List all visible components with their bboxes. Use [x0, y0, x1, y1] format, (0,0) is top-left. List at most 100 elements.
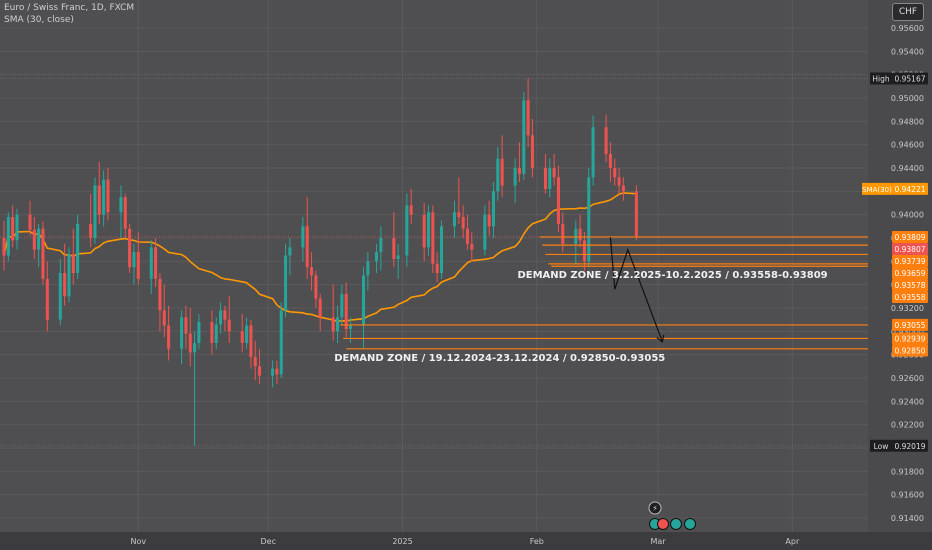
candle-body	[331, 317, 335, 332]
candle-body	[318, 298, 322, 318]
price-tag: 0.93739	[894, 257, 925, 266]
price-tag-bg	[892, 290, 928, 303]
candle-body	[513, 168, 517, 186]
candles-group	[2, 78, 638, 446]
price-tag-bg	[892, 332, 928, 345]
candle-body	[496, 158, 500, 192]
candle-body	[184, 317, 188, 334]
candle-body	[41, 228, 45, 279]
price-tick-label: 0.94000	[891, 211, 924, 220]
demand-zone-label: DEMAND ZONE / 19.12.2024-23.12.2024 / 0.…	[334, 353, 665, 364]
candle-body	[123, 197, 127, 229]
time-axis[interactable]: Nov Dec 2025 Feb Mar Apr	[0, 532, 932, 550]
price-tag: 0.93659	[894, 269, 925, 278]
candle-body	[578, 228, 582, 241]
candle-body	[2, 238, 6, 256]
price-tag-bg	[892, 278, 928, 291]
candle-body	[167, 325, 171, 349]
sma-label: SMA(30)	[862, 186, 892, 194]
event-icon-3[interactable]	[670, 518, 682, 530]
symbol-title[interactable]: Euro / Swiss Franc, 1D, FXCM	[4, 3, 135, 13]
high-label-bg	[870, 72, 892, 85]
candle-body	[617, 177, 621, 186]
candle-body	[552, 168, 556, 178]
price-tag-bg	[892, 318, 928, 331]
price-tick-label: 0.93000	[891, 327, 924, 336]
candle-body	[362, 275, 366, 326]
candle-body	[45, 278, 49, 320]
candle-body	[76, 224, 80, 273]
candle-body	[409, 205, 413, 215]
price-tag: 0.93578	[894, 281, 925, 290]
demand-zone-labels: DEMAND ZONE / 3.2.2025-10.2.2025 / 0.935…	[334, 270, 827, 364]
price-tag-bg	[892, 344, 928, 357]
event-icon-4[interactable]	[684, 518, 696, 530]
candle-body	[305, 226, 309, 268]
candle-body	[349, 325, 353, 329]
price-tag: 0.93807	[894, 245, 925, 254]
lightning-glyph: ⚡	[652, 504, 658, 513]
candle-body	[314, 275, 318, 299]
candle-body	[422, 214, 426, 248]
candle-body	[375, 252, 379, 262]
sma-line	[3, 192, 637, 323]
price-tag: 0.92850	[894, 346, 925, 355]
time-tick-label: Apr	[785, 537, 800, 546]
candle-body	[210, 322, 214, 343]
price-tick-label: 0.94400	[891, 164, 924, 173]
price-tag-bg	[892, 230, 928, 243]
demand-zone-label: DEMAND ZONE / 3.2.2025-10.2.2025 / 0.935…	[517, 270, 827, 281]
candle-body	[67, 254, 71, 297]
candle-body	[587, 177, 591, 262]
price-tick-label: 0.95000	[891, 94, 924, 103]
candle-body	[634, 191, 638, 237]
candle-body	[379, 238, 383, 252]
candle-body	[197, 322, 201, 343]
high-label: High	[872, 75, 889, 84]
lightning-icon[interactable]	[648, 501, 662, 515]
candle-body	[193, 343, 197, 353]
candle-body	[591, 127, 595, 178]
candle-body	[71, 254, 75, 273]
candle-body	[93, 185, 97, 238]
price-tick-label: 0.91400	[891, 514, 924, 523]
sma-label-bg	[862, 182, 892, 195]
candle-body	[530, 135, 534, 168]
time-tick-label: Nov	[130, 537, 146, 546]
candle-body	[162, 310, 166, 326]
candle-body	[344, 294, 348, 329]
candle-body	[556, 177, 560, 224]
time-tick-label: 2025	[392, 537, 412, 546]
candle-body	[219, 310, 223, 325]
candle-body	[188, 333, 192, 353]
candle-body	[240, 331, 244, 343]
event-icon-2[interactable]	[657, 518, 669, 530]
price-tag: 0.93055	[894, 321, 925, 330]
candle-body	[97, 185, 101, 215]
low-value: 0.92019	[894, 442, 925, 451]
alert-icons[interactable]: ⚡	[648, 501, 696, 530]
candle-body	[249, 325, 253, 357]
candle-body	[288, 247, 292, 256]
candle-body	[491, 191, 495, 227]
indicator-legend[interactable]: SMA (30, close)	[4, 15, 74, 25]
candle-body	[461, 217, 465, 229]
candle-body	[548, 168, 552, 189]
candle-body	[301, 226, 305, 248]
candle-body	[89, 224, 93, 238]
currency-button[interactable]: CHF	[892, 3, 924, 21]
price-tick-label: 0.95400	[891, 47, 924, 56]
candle-body	[63, 273, 67, 297]
sma-value: 0.94221	[894, 185, 925, 194]
price-tick-label: 0.94800	[891, 117, 924, 126]
high-value: 0.95167	[894, 75, 925, 84]
price-tag-bg	[892, 266, 928, 279]
candle-body	[336, 317, 340, 332]
sma-value-bg	[892, 182, 928, 195]
candle-body	[32, 229, 36, 250]
candle-body	[431, 212, 435, 264]
candle-body	[119, 197, 123, 213]
candle-body	[465, 228, 469, 244]
